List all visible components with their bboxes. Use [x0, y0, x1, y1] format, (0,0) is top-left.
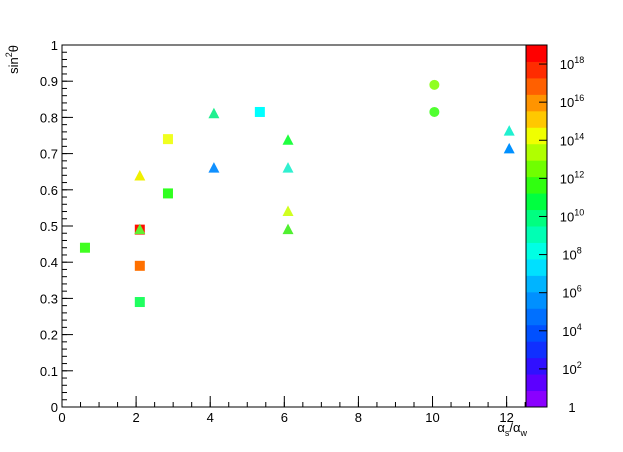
z-tick-label: 1 — [568, 400, 575, 415]
y-tick-label: 0.1 — [40, 364, 58, 379]
palette-frame — [525, 44, 548, 408]
palette-band — [526, 275, 547, 293]
point-circle — [429, 79, 440, 90]
x-tick-label: 0 — [58, 410, 65, 425]
point-square — [134, 260, 145, 271]
y-tick-label: 0.8 — [40, 110, 58, 125]
point-square — [162, 134, 173, 145]
y-tick-label: 1 — [51, 38, 58, 53]
palette-band — [526, 110, 547, 128]
palette-band — [526, 61, 547, 79]
point-triangle — [208, 107, 220, 119]
point-square — [254, 106, 265, 117]
y-tick-label: 0 — [51, 400, 58, 415]
palette-band — [526, 193, 547, 211]
point-triangle — [208, 162, 220, 173]
x-tick-label: 10 — [425, 410, 439, 425]
palette-band — [526, 390, 547, 408]
palette-band — [526, 291, 547, 309]
x-tick-label: 12 — [499, 410, 513, 425]
y-tick-label: 0.7 — [40, 147, 58, 162]
palette-band — [526, 176, 547, 194]
palette-band — [526, 341, 547, 359]
y-tick-label: 0.6 — [40, 183, 58, 198]
palette-band — [526, 357, 547, 375]
palette-band — [526, 226, 547, 243]
palette-band — [526, 94, 547, 112]
y-tick-label: 0.2 — [40, 328, 58, 343]
point-triangle — [282, 162, 294, 173]
point-square — [134, 297, 145, 308]
point-triangle — [282, 223, 294, 235]
point-square — [79, 242, 90, 253]
palette-band — [526, 160, 547, 178]
x-tick-label: 2 — [132, 410, 139, 425]
x-tick-label: 6 — [281, 410, 288, 425]
point-triangle — [282, 134, 294, 145]
palette-band — [526, 209, 547, 227]
point-triangle — [134, 170, 146, 181]
palette-band — [526, 258, 547, 276]
y-tick-label: 0.5 — [40, 219, 58, 234]
palette-band — [526, 308, 547, 326]
palette-band — [526, 374, 547, 392]
point-triangle — [282, 205, 294, 217]
y-axis-label: sin2​θ — [4, 45, 21, 74]
point-circle — [429, 106, 440, 117]
y-tick-label: 0.4 — [40, 255, 58, 270]
y-tick-label: 0.9 — [40, 74, 58, 89]
point-triangle — [503, 142, 515, 154]
y-tick-label: 0.3 — [40, 291, 58, 306]
palette-band — [526, 77, 547, 95]
point-triangle — [134, 223, 146, 235]
point-square — [162, 188, 173, 199]
palette-band — [526, 127, 547, 145]
palette-band — [526, 143, 547, 161]
palette-band — [526, 45, 547, 62]
x-tick-label: 8 — [355, 410, 362, 425]
palette-band — [526, 324, 547, 342]
x-tick-label: 4 — [207, 410, 214, 425]
point-triangle — [503, 125, 515, 136]
palette-band — [526, 242, 547, 260]
